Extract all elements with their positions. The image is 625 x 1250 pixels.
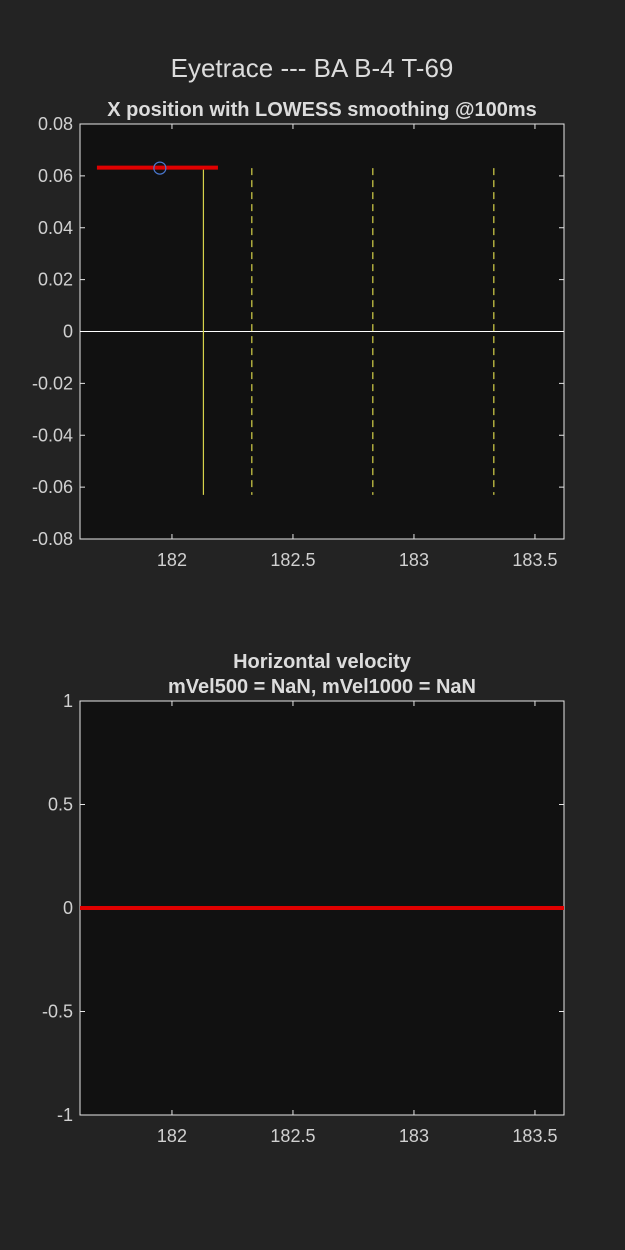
velocity-title: Horizontal velocity — [233, 651, 412, 673]
x-position-y-tick-label: 0.04 — [38, 218, 73, 238]
x-position-y-tick-label: 0 — [63, 322, 73, 342]
x-position-title: X position with LOWESS smoothing @100ms — [107, 99, 537, 121]
x-position-y-tick-label: -0.08 — [32, 529, 73, 549]
figure-title: Eyetrace --- BA B-4 T-69 — [171, 53, 454, 83]
x-position-y-tick-label: 0.02 — [38, 270, 73, 290]
x-position-x-tick-label: 183.5 — [512, 550, 557, 570]
velocity-y-tick-label: 0 — [63, 898, 73, 918]
velocity-y-tick-label: 0.5 — [48, 795, 73, 815]
velocity-y-tick-label: 1 — [63, 691, 73, 711]
x-position-y-tick-label: -0.02 — [32, 373, 73, 393]
x-position-x-tick-label: 183 — [399, 550, 429, 570]
velocity-x-tick-label: 182 — [157, 1126, 187, 1146]
velocity-x-tick-label: 182.5 — [270, 1126, 315, 1146]
x-position-y-tick-label: -0.04 — [32, 425, 73, 445]
velocity-x-tick-label: 183 — [399, 1126, 429, 1146]
x-position-y-tick-label: 0.08 — [38, 114, 73, 134]
x-position-axes: X position with LOWESS smoothing @100ms … — [32, 99, 565, 570]
velocity-subtitle: mVel500 = NaN, mVel1000 = NaN — [168, 676, 476, 698]
velocity-x-tick-label: 183.5 — [512, 1126, 557, 1146]
velocity-y-tick-label: -0.5 — [42, 1002, 73, 1022]
velocity-y-tick-label: -1 — [57, 1105, 73, 1125]
x-position-y-tick-label: -0.06 — [32, 477, 73, 497]
x-position-x-tick-label: 182 — [157, 550, 187, 570]
x-position-y-tick-label: 0.06 — [38, 166, 73, 186]
x-position-x-tick-label: 182.5 — [270, 550, 315, 570]
x-position-marker — [153, 161, 167, 175]
velocity-axes: Horizontal velocity mVel500 = NaN, mVel1… — [42, 651, 565, 1146]
